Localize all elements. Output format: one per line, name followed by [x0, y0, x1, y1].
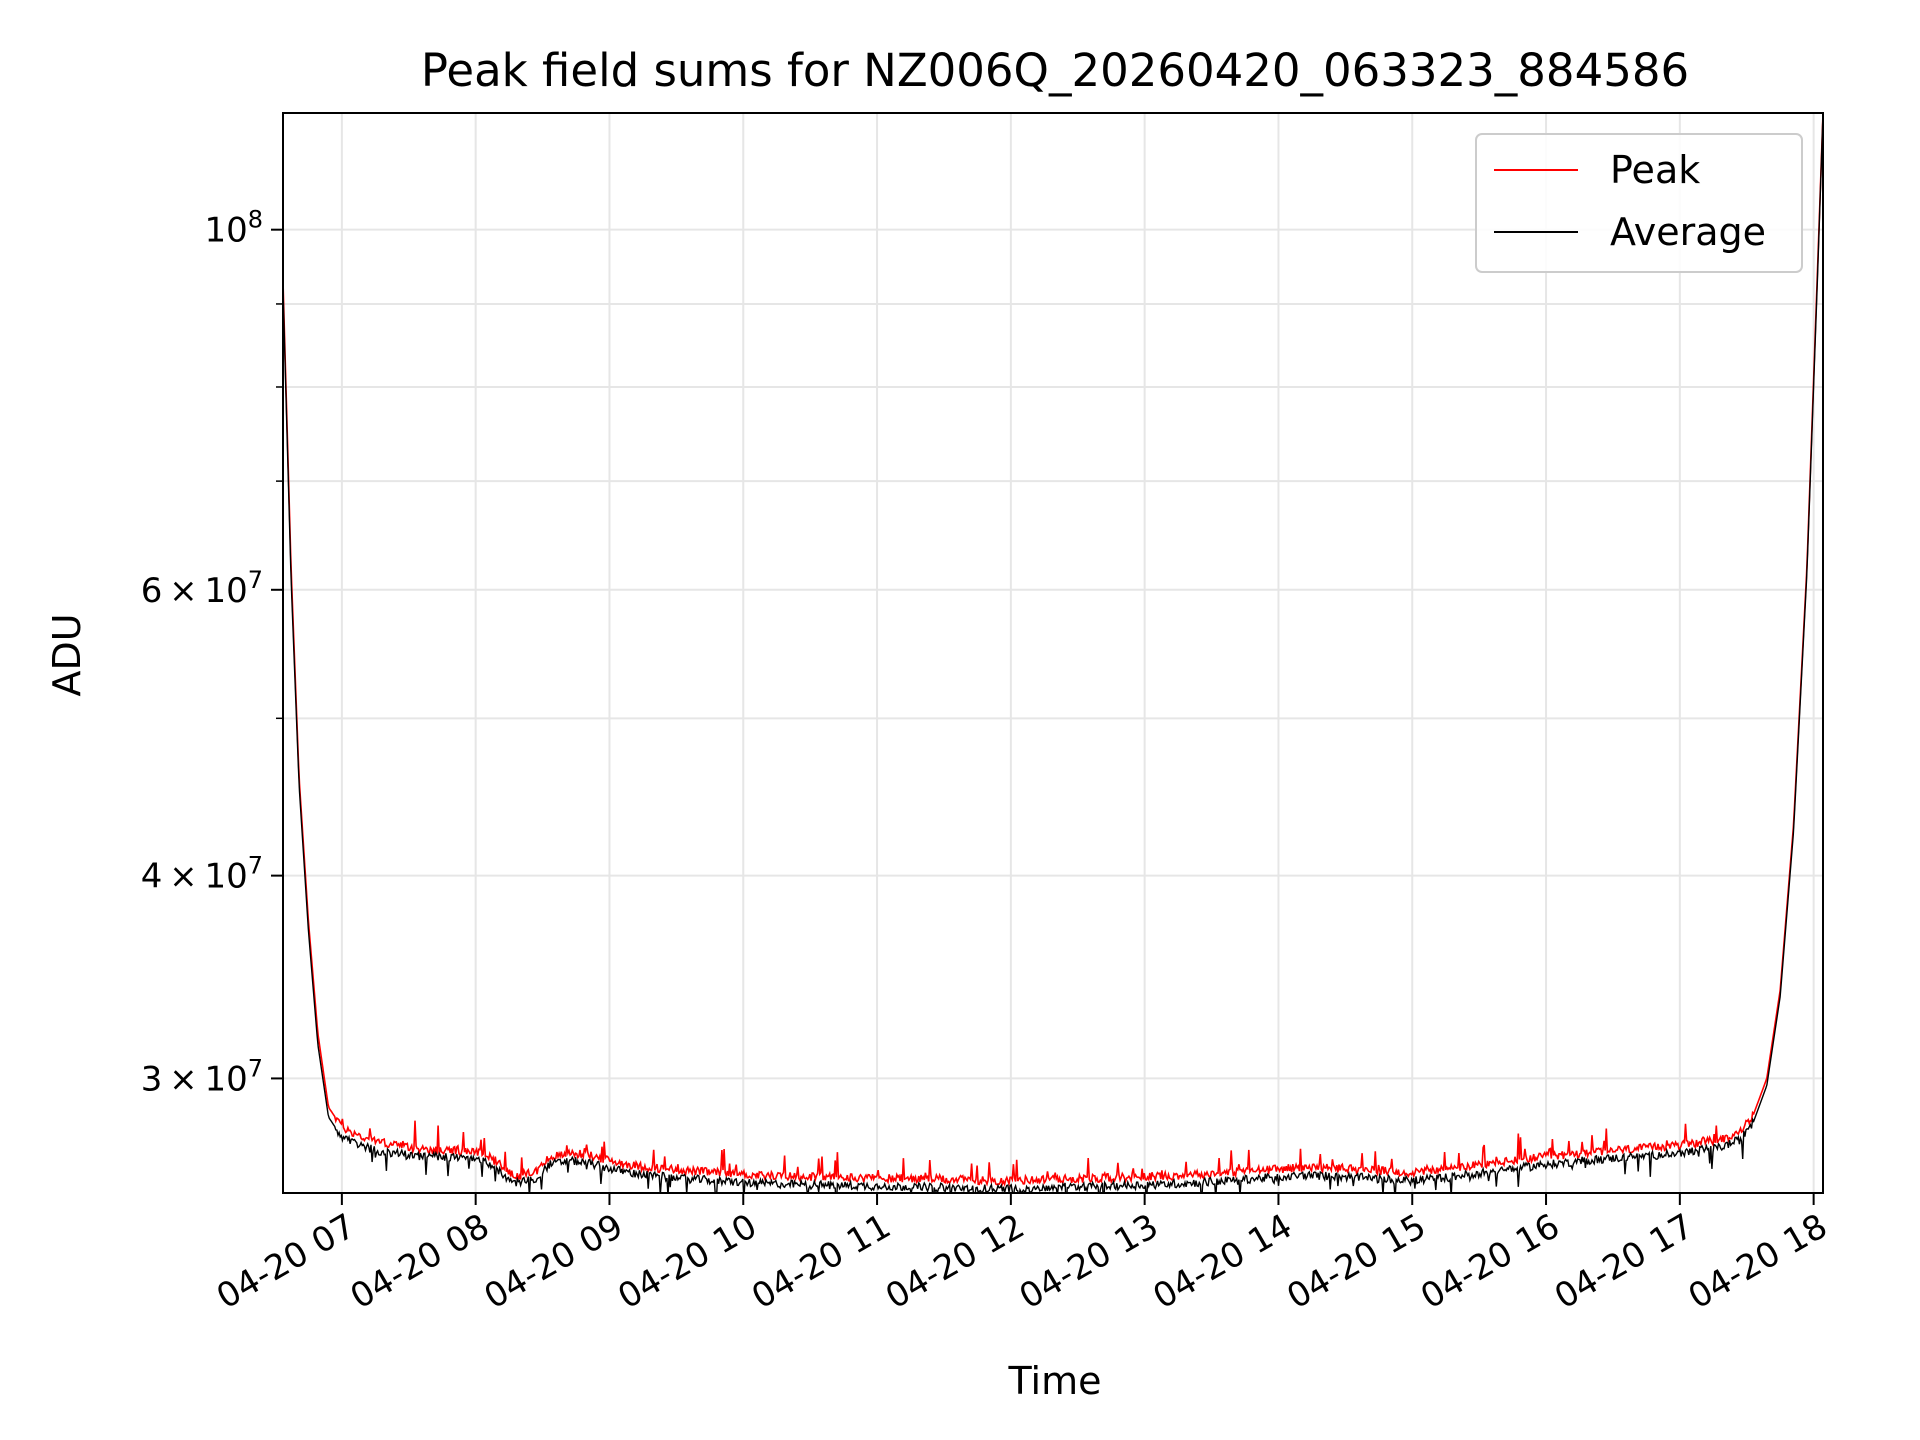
series-layer [283, 113, 1823, 1193]
y-tick-label: 3 × 107 [141, 1054, 263, 1099]
legend-peak-label: Peak [1610, 148, 1700, 192]
y-tick-label: 6 × 107 [141, 566, 263, 611]
y-tick-label: 108 [204, 206, 263, 251]
x-axis-label: Time [1008, 1359, 1102, 1403]
grid [283, 113, 1823, 1193]
peak-series-line [283, 113, 1823, 1187]
plot-frame [282, 112, 1824, 1194]
legend: Peak Average [1475, 133, 1803, 273]
y-tick-label: 4 × 107 [141, 852, 263, 897]
chart-title: Peak field sums for NZ006Q_20260420_0633… [421, 44, 1689, 97]
y-axis-label: ADU [45, 613, 89, 696]
legend-box [1475, 133, 1803, 273]
legend-average-label: Average [1610, 210, 1766, 254]
average-series-line [283, 113, 1823, 1193]
